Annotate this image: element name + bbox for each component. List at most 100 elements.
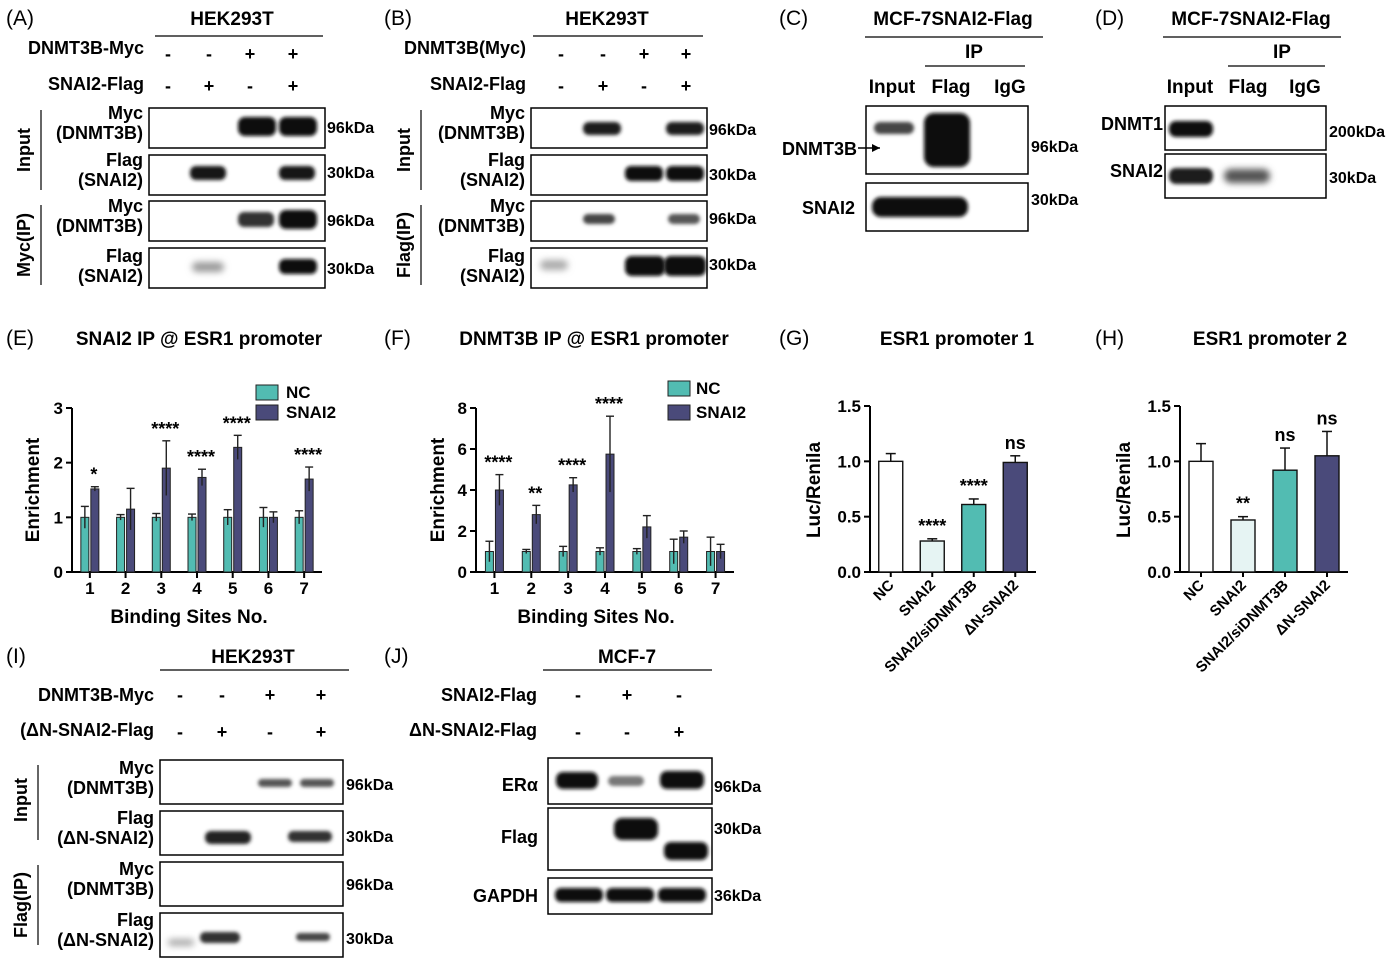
panel-j-letter: (J)	[384, 645, 409, 668]
panel-b-sign: -	[558, 44, 564, 64]
panel-j-row-label: GAPDH	[473, 886, 538, 906]
panel-i-lane-label: (DNMT3B)	[67, 879, 154, 899]
panel-g-y-tick-label: 1.0	[837, 452, 861, 471]
panel-f-x-tick-label: 5	[637, 579, 646, 598]
panel-i-sign: -	[267, 722, 273, 742]
panel-f-significance: ****	[558, 456, 586, 476]
panel-f-legend-snai2: SNAI2	[696, 403, 746, 422]
panel-f-significance: **	[528, 483, 542, 503]
panel-i-lane-label: (ΔN-SNAI2)	[57, 828, 154, 848]
panel-i: (I) HEK293T DNMT3B-Myc - - + + (ΔN-SNAI2…	[6, 645, 393, 958]
panel-i-lane-label: Myc	[119, 859, 154, 879]
panel-i-lane-label: (DNMT3B)	[67, 778, 154, 798]
panel-e-legend-nc: NC	[286, 383, 311, 402]
panel-b-sign: +	[681, 44, 692, 64]
panel-c-row-label: DNMT3B	[782, 139, 857, 159]
panel-j: (J) MCF-7 SNAI2-Flag - + - ΔN-SNAI2-Flag…	[384, 645, 761, 915]
panel-e-x-tick-label: 6	[264, 579, 273, 598]
panel-h-significance: ns	[1274, 425, 1295, 445]
panel-b-lane-label: (SNAI2)	[460, 266, 525, 286]
panel-e-bar-nc	[151, 516, 161, 573]
panel-i-group-ip: Flag(IP)	[11, 872, 31, 938]
panel-g-bar	[878, 460, 904, 573]
panel-a-lane-label: Flag	[106, 246, 143, 266]
panel-e-bar-nc	[187, 516, 197, 573]
panel-a-lane-label: Flag	[106, 150, 143, 170]
panel-c-col-label: Flag	[931, 77, 970, 98]
panel-f: (F) DNMT3B IP @ ESR1 promoter Enrichment…	[384, 327, 746, 628]
panel-e-bar-snai2	[197, 476, 207, 573]
panel-e-x-tick-label: 3	[157, 579, 166, 598]
panel-g-letter: (G)	[779, 327, 809, 350]
panel-e-bar-snai2	[90, 488, 100, 573]
panel-b-sign: +	[639, 44, 650, 64]
panel-f-x-label: Binding Sites No.	[517, 607, 674, 628]
panel-b-lane-label: Flag	[488, 150, 525, 170]
panel-i-sign: -	[177, 685, 183, 705]
panel-f-x-tick-label: 4	[600, 579, 610, 598]
panel-e-y-tick-label: 2	[54, 454, 63, 473]
panel-a: (A) HEK293T DNMT3B-Myc - - + + SNAI2-Fla…	[6, 7, 374, 289]
panel-f-y-tick-label: 6	[458, 440, 467, 459]
panel-h-plot: 0.00.51.01.5NC**SNAI2nsSNAI2/siDNMT3BnsΔ…	[1147, 397, 1348, 676]
panel-e-bar-snai2	[268, 516, 278, 573]
panel-e-y-label: Enrichment	[23, 437, 44, 542]
panel-g-plot: 0.00.51.01.5NC****SNAI2****SNAI2/siDNMT3…	[837, 397, 1036, 676]
panel-a-row1-sign-3: +	[245, 44, 256, 64]
panel-f-title: DNMT3B IP @ ESR1 promoter	[459, 329, 729, 350]
panel-a-row1-sign-1: -	[165, 44, 171, 64]
panel-c: (C) MCF-7SNAI2-Flag IP Input Flag IgG DN…	[779, 7, 1078, 232]
panel-e-bar-snai2	[304, 478, 314, 573]
panel-e-y-tick-label: 3	[54, 399, 63, 418]
panel-i-sign: +	[316, 685, 327, 705]
panel-b-sign: -	[558, 76, 564, 96]
panel-f-y-tick-label: 0	[458, 563, 467, 582]
panel-e-bar-nc	[294, 516, 304, 573]
panel-d-marker: 200kDa	[1329, 124, 1385, 141]
panel-e-title: SNAI2 IP @ ESR1 promoter	[76, 329, 323, 350]
panel-d-bands	[1169, 121, 1270, 184]
panel-b-marker: 30kDa	[709, 257, 756, 274]
panel-c-letter: (C)	[779, 7, 808, 30]
panel-b-bands	[540, 122, 706, 276]
panel-i-marker: 30kDa	[346, 931, 393, 948]
panel-h-y-tick-label: 0.5	[1147, 508, 1171, 527]
panel-d-col-label: Input	[1167, 77, 1214, 98]
panel-e-x-tick-label: 7	[299, 579, 308, 598]
panel-a-lane-label: Myc	[108, 196, 143, 216]
panel-g-y-tick-label: 0.5	[837, 508, 861, 527]
panel-e-x-tick-label: 5	[228, 579, 237, 598]
panel-f-bar-snai2	[568, 484, 578, 573]
panel-e-significance: ****	[187, 447, 215, 467]
panel-a-cell-line: HEK293T	[190, 9, 274, 30]
panel-f-plot: 0 2 4 6 8 1 **** 2 ** 3 **** 4 **** 5 6 7	[458, 380, 734, 598]
panel-b-lane-label: Myc	[490, 103, 525, 123]
panel-b-sign: -	[600, 44, 606, 64]
panel-e-significance: ****	[223, 413, 251, 433]
panel-d-cell-line: MCF-7SNAI2-Flag	[1171, 9, 1330, 30]
panel-e-legend-swatch	[255, 404, 279, 421]
panel-a-row2-sign-4: +	[288, 76, 299, 96]
panel-h-y-tick-label: 1.0	[1147, 452, 1171, 471]
panel-i-row1-label: DNMT3B-Myc	[38, 685, 154, 705]
panel-h-bar	[1314, 455, 1340, 573]
panel-i-cell-line: HEK293T	[211, 647, 295, 668]
panel-b-row2-label: SNAI2-Flag	[430, 74, 526, 94]
panel-i-marker: 96kDa	[346, 877, 393, 894]
panel-e: (E) SNAI2 IP @ ESR1 promoter Enrichment …	[6, 327, 336, 628]
panel-f-y-tick-label: 8	[458, 399, 467, 418]
panel-d-row-label: SNAI2	[1110, 161, 1163, 181]
arrow-head-icon	[872, 144, 880, 152]
panel-j-bands	[555, 771, 708, 902]
panel-g-title: ESR1 promoter 1	[880, 329, 1035, 350]
panel-e-plot: 0 1 2 3 1 * 2 3 **** 4 **** 5 **** 6 7 ****	[54, 384, 322, 598]
panel-a-group-ip: Myc(IP)	[14, 213, 34, 277]
panel-h-significance: ns	[1316, 408, 1337, 428]
panel-e-legend-swatch	[255, 384, 279, 401]
panel-b-marker: 96kDa	[709, 122, 756, 139]
panel-a-lane-label: Myc	[108, 103, 143, 123]
panel-b-lane-label: (SNAI2)	[460, 170, 525, 190]
panel-e-x-label: Binding Sites No.	[110, 607, 267, 628]
panel-g: (G) ESR1 promoter 1 Luc/Renila 0.0 0.5 1.0…	[779, 327, 1036, 676]
panel-f-significance: ****	[484, 453, 512, 473]
